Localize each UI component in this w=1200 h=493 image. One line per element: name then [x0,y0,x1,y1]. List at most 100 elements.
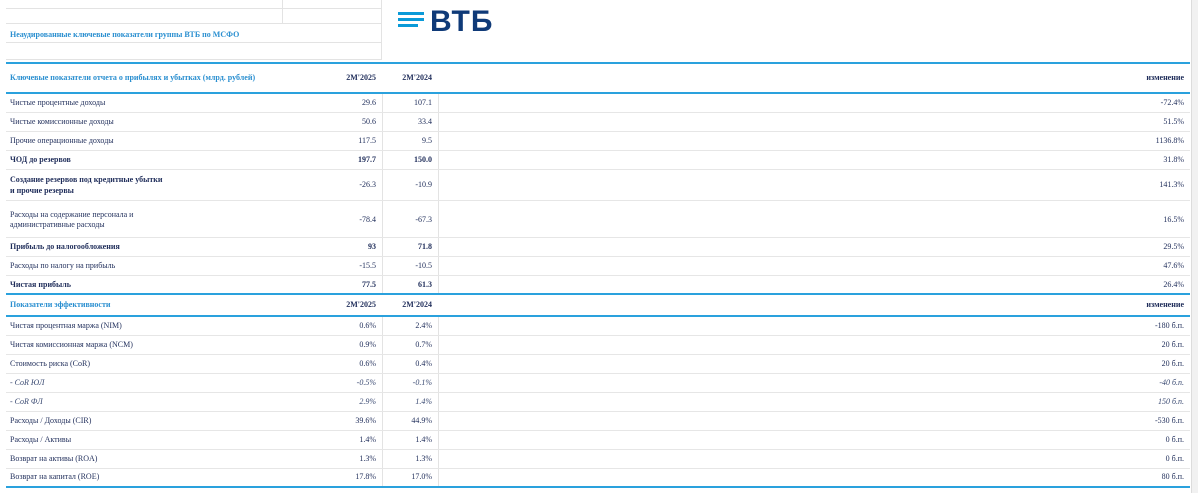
value-2m2025: 0.6% [359,321,376,330]
value-change: 31.8% [1163,155,1184,164]
table-row[interactable]: - CoR ФЛ 2.9% 1.4% 150 б.п. [6,393,1190,412]
table-row[interactable]: - CoR ЮЛ -0.5% -0.1% -40 б.п. [6,374,1190,393]
column-header-2m2024[interactable]: 2М'2024 [402,73,432,82]
value-2m2025: 1.4% [359,435,376,444]
table-row[interactable]: ЧОД до резервов 197.7 150.0 31.8% [6,151,1190,170]
table-row[interactable]: Чистая прибыль 77.5 61.3 26.4% [6,276,1190,294]
row-label: Чистая комиссионная маржа (NCM) [10,340,133,349]
value-2m2025: 77.5 [362,280,376,289]
value-2m2024: 71.8 [418,242,432,251]
value-2m2025: 197.7 [358,155,376,164]
value-2m2025: -15.5 [359,261,376,270]
row-label: Расходы на содержание персонала и [10,210,134,219]
value-change: 20 б.п. [1161,359,1184,368]
grid-cell[interactable] [6,24,382,43]
value-change: 1136.8% [1155,136,1184,145]
value-2m2025: 29.6 [362,98,376,107]
column-header-change[interactable]: изменение [1146,300,1184,309]
vertical-scrollbar[interactable] [1191,0,1198,493]
row-label-line2: административные расходы [10,220,105,229]
value-2m2025: -26.3 [359,180,376,189]
table-row[interactable]: Прибыль до налогообложения 93 71.8 29.5% [6,238,1190,257]
value-2m2024: 0.7% [415,340,432,349]
table-row[interactable]: Возврат на активы (ROA) 1.3% 1.3% 0 б.п. [6,450,1190,469]
value-change: 141.3% [1159,180,1184,189]
table-row[interactable]: Чистые комиссионные доходы 50.6 33.4 51.… [6,113,1190,132]
table-row[interactable]: Расходы / Активы 1.4% 1.4% 0 б.п. [6,431,1190,450]
row-label: Расходы / Доходы (CIR) [10,416,92,425]
row-label: Расходы по налогу на прибыль [10,261,116,270]
grid-line [438,62,439,487]
value-change: 47.6% [1163,261,1184,270]
value-change: 16.5% [1163,215,1184,224]
row-label: - CoR ЮЛ [10,378,45,387]
value-2m2024: -10.9 [415,180,432,189]
table-row[interactable]: Стоимость риска (CoR) 0.6% 0.4% 20 б.п. [6,355,1190,374]
table-row[interactable]: Чистая процентная маржа (NIM) 0.6% 2.4% … [6,317,1190,336]
grid-cell[interactable] [6,9,283,24]
table-row[interactable]: Расходы / Доходы (CIR) 39.6% 44.9% -530 … [6,412,1190,431]
value-2m2025: 0.9% [359,340,376,349]
value-2m2024: 1.3% [415,454,432,463]
value-2m2025: 2.9% [359,397,376,406]
value-2m2025: 50.6 [362,117,376,126]
value-2m2024: 1.4% [415,397,432,406]
value-change: 26.4% [1163,280,1184,289]
row-label: Возврат на активы (ROA) [10,454,98,463]
table-row[interactable]: Расходы на содержание персонала и админи… [6,201,1190,238]
value-change: 0 б.п. [1165,435,1184,444]
column-header-change[interactable]: изменение [1146,73,1184,82]
grid-cell[interactable] [283,0,382,9]
value-change: 29.5% [1163,242,1184,251]
grid-cell[interactable] [6,0,283,9]
value-2m2024: 2.4% [415,321,432,330]
table-row[interactable]: Прочие операционные доходы 117.5 9.5 113… [6,132,1190,151]
vtb-logo: ВТБ [398,4,498,40]
value-2m2024: 44.9% [411,416,432,425]
row-label: Создание резервов под кредитные убытки [10,175,163,184]
value-2m2025: 39.6% [355,416,376,425]
value-2m2025: 17.8% [355,472,376,481]
value-2m2025: 1.3% [359,454,376,463]
value-change: -180 б.п. [1154,321,1184,330]
value-2m2024: -67.3 [415,215,432,224]
value-2m2024: 107.1 [414,98,432,107]
value-2m2024: 33.4 [418,117,432,126]
value-change: 20 б.п. [1161,340,1184,349]
value-2m2024: 0.4% [415,359,432,368]
income-table-title: Ключевые показатели отчета о прибылях и … [10,73,256,82]
value-change: -72.4% [1160,98,1184,107]
value-2m2024: 150.0 [414,155,432,164]
logo-wordmark: ВТБ [430,5,494,38]
row-label-line2: и прочие резервы [10,186,74,195]
value-change: 150 б.п. [1157,397,1184,406]
sheet-title: Неаудированные ключевые показатели групп… [10,30,240,39]
column-header-2m2025[interactable]: 2М'2025 [346,73,376,82]
row-label: Чистые процентные доходы [10,98,106,107]
table-row[interactable]: Расходы по налогу на прибыль -15.5 -10.5… [6,257,1190,276]
value-2m2024: -10.5 [415,261,432,270]
efficiency-table-header: Показатели эффективности 2М'2025 2М'2024… [6,293,1190,317]
income-table-header: Ключевые показатели отчета о прибылях и … [6,62,1190,94]
grid-line [382,62,383,487]
grid-cell[interactable] [6,43,382,60]
top-grid [6,0,382,60]
table-row[interactable]: Возврат на капитал (ROE) 17.8% 17.0% 80 … [6,468,1190,486]
table-row[interactable]: Чистые процентные доходы 29.6 107.1 -72.… [6,94,1190,113]
value-change: 0 б.п. [1165,454,1184,463]
table-bottom-rule [6,486,1190,488]
value-2m2025: 0.6% [359,359,376,368]
value-change: -530 б.п. [1154,416,1184,425]
column-header-2m2025[interactable]: 2М'2025 [346,300,376,309]
row-label: ЧОД до резервов [10,155,71,164]
grid-cell[interactable] [283,9,382,24]
table-row[interactable]: Создание резервов под кредитные убытки и… [6,170,1190,201]
column-header-2m2024[interactable]: 2М'2024 [402,300,432,309]
value-2m2025: 93 [368,242,376,251]
row-label: Чистая процентная маржа (NIM) [10,321,122,330]
row-label: Прочие операционные доходы [10,136,114,145]
efficiency-table-title: Показатели эффективности [10,300,111,309]
row-label: Чистая прибыль [10,280,72,289]
table-row[interactable]: Чистая комиссионная маржа (NCM) 0.9% 0.7… [6,336,1190,355]
value-2m2024: 61.3 [418,280,432,289]
